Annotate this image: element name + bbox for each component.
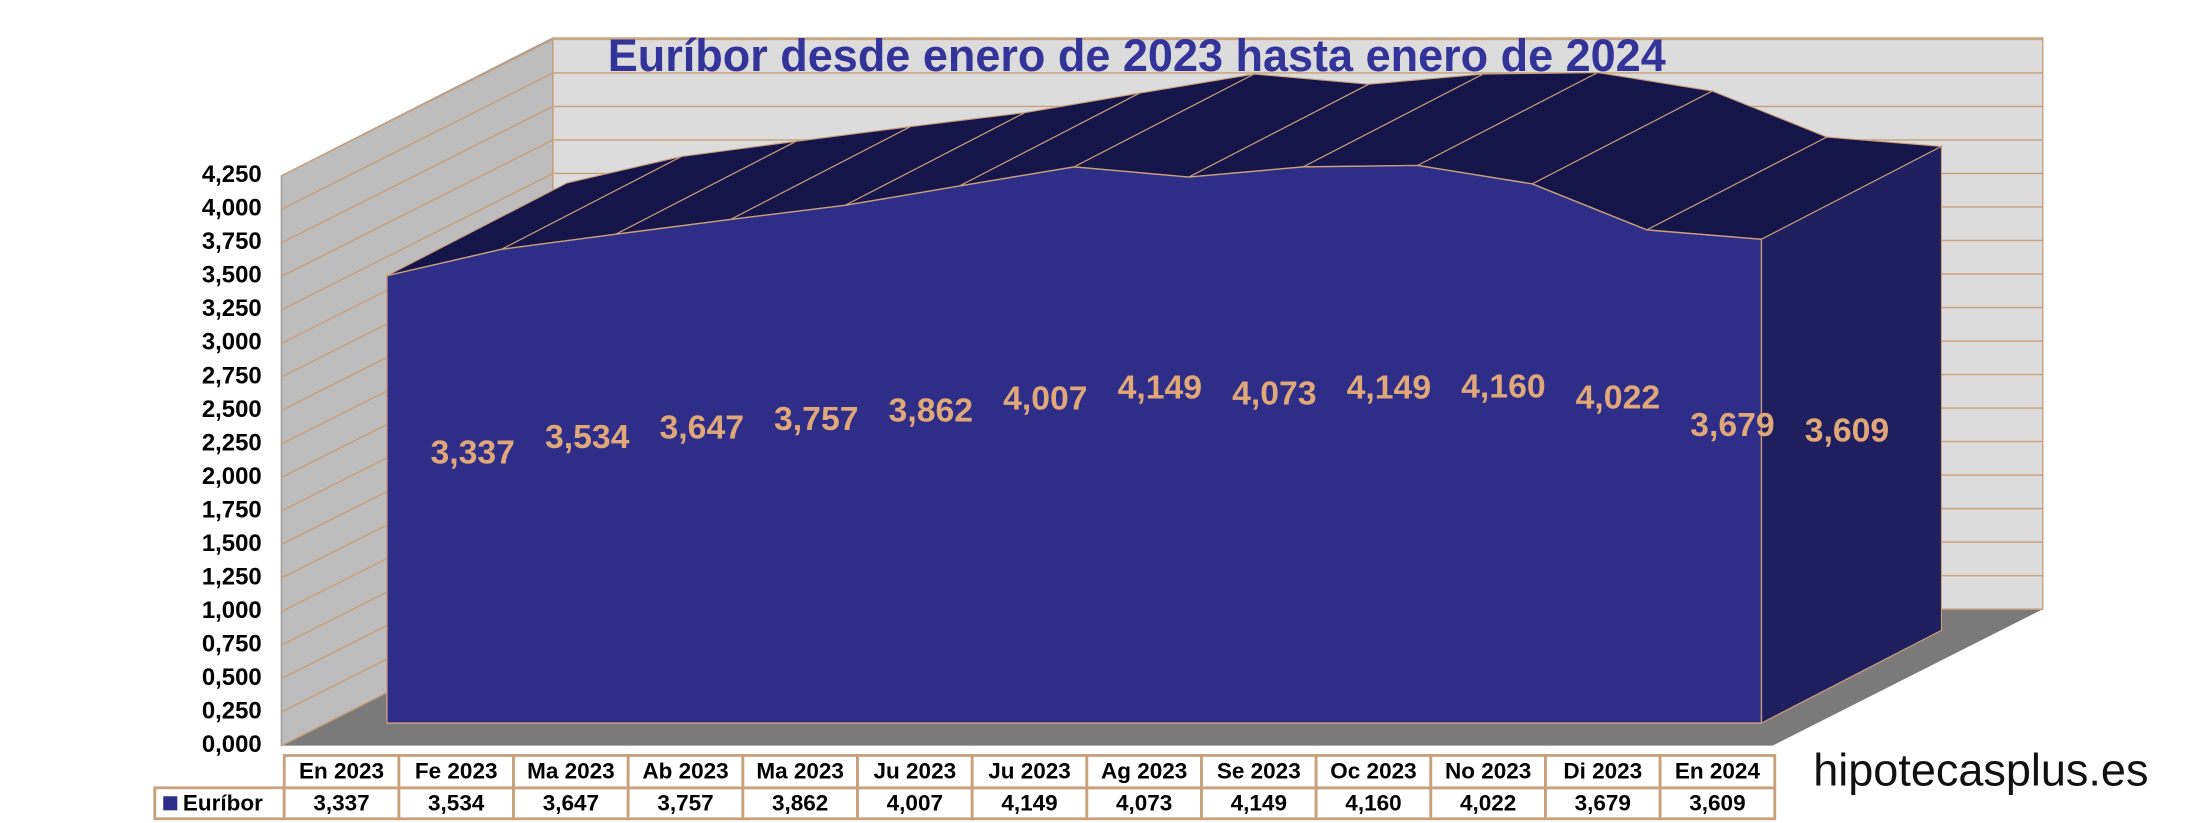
y-tick-label: 0,250 — [202, 697, 262, 724]
x-tick-label: No 2023 — [1445, 758, 1531, 783]
table-header-cell — [1200, 754, 1318, 790]
grid-line — [281, 38, 2043, 177]
table-value: 3,862 — [772, 791, 828, 816]
data-label: 4,149 — [1118, 368, 1202, 406]
data-label: 4,073 — [1232, 374, 1316, 412]
table-cell — [1085, 786, 1203, 821]
x-tick-label: Se 2023 — [1217, 758, 1301, 783]
table-header-cell — [397, 754, 515, 790]
x-tick-label: Oc 2023 — [1330, 758, 1416, 783]
table-value: 3,609 — [1689, 791, 1745, 816]
table-value: 4,073 — [1116, 791, 1172, 816]
table-header-cell — [1544, 754, 1662, 790]
table-header-cell — [1429, 754, 1547, 790]
table-value: 4,160 — [1345, 791, 1401, 816]
data-label: 3,647 — [660, 409, 744, 447]
y-tick-label: 4,250 — [202, 161, 262, 188]
table-header-cell — [512, 754, 630, 790]
table-value: 3,647 — [543, 791, 599, 816]
data-label: 3,609 — [1805, 412, 1889, 450]
x-tick-label: Fe 2023 — [415, 758, 498, 783]
y-tick-label: 4,000 — [202, 195, 262, 222]
table-value: 4,007 — [887, 791, 943, 816]
table-header-cell — [282, 754, 401, 790]
y-tick-label: 0,750 — [202, 630, 262, 657]
legend-label: Euríbor — [183, 791, 263, 816]
table-header-cell — [1314, 754, 1433, 790]
data-label: 3,862 — [889, 391, 973, 429]
x-tick-label: En 2024 — [1675, 758, 1761, 783]
data-label: 4,160 — [1461, 367, 1545, 405]
data-label: 3,534 — [545, 418, 630, 456]
table-value: 3,679 — [1575, 791, 1631, 816]
data-label: 3,337 — [431, 434, 515, 472]
table-value: 3,337 — [313, 791, 369, 816]
data-label: 4,007 — [1003, 380, 1087, 418]
x-tick-label: Ju 2023 — [874, 758, 957, 783]
data-label: 4,022 — [1576, 379, 1660, 417]
y-tick-label: 1,500 — [202, 530, 262, 557]
table-header-cell — [1658, 754, 1777, 790]
table-cell — [1658, 786, 1777, 821]
x-tick-label: Ma 2023 — [756, 758, 844, 783]
y-tick-label: 2,000 — [202, 463, 262, 490]
watermark: hipotecasplus.es — [1813, 745, 2148, 796]
y-tick-label: 3,750 — [202, 228, 262, 255]
table-value: 3,757 — [657, 791, 713, 816]
table-value: 4,022 — [1460, 791, 1516, 816]
x-tick-label: Ma 2023 — [527, 758, 615, 783]
data-label: 3,679 — [1690, 406, 1774, 444]
chart-title: Euríbor desde enero de 2023 hasta enero … — [608, 30, 1666, 81]
data-label: 3,757 — [774, 400, 858, 438]
y-tick-label: 3,500 — [202, 262, 262, 289]
table-cell — [741, 786, 859, 821]
y-tick-label: 1,750 — [202, 496, 262, 523]
y-tick-label: 3,250 — [202, 295, 262, 322]
x-tick-label: Ag 2023 — [1101, 758, 1187, 783]
area — [386, 164, 1763, 724]
table-header-cell — [626, 754, 745, 790]
y-tick-label: 0,500 — [202, 664, 262, 691]
y-tick-label: 2,500 — [202, 396, 262, 423]
x-tick-label: En 2023 — [299, 758, 384, 783]
y-tick-label: 0,000 — [202, 731, 262, 758]
data-label: 4,149 — [1347, 368, 1431, 406]
x-tick-label: Ab 2023 — [642, 758, 728, 783]
table-cell — [1200, 786, 1318, 821]
table-cell — [856, 786, 974, 821]
y-tick-label: 1,000 — [202, 597, 262, 624]
legend-swatch — [163, 796, 178, 811]
table-value: 4,149 — [1001, 791, 1057, 816]
y-tick-label: 2,750 — [202, 362, 262, 389]
table-value: 4,149 — [1231, 791, 1287, 816]
table-value: 3,534 — [428, 791, 485, 816]
x-tick-label: Ju 2023 — [988, 758, 1071, 783]
x-tick-label: Di 2023 — [1563, 758, 1642, 783]
y-tick-label: 1,250 — [202, 563, 262, 590]
y-tick-label: 2,250 — [202, 429, 262, 456]
y-tick-label: 3,000 — [202, 329, 262, 356]
